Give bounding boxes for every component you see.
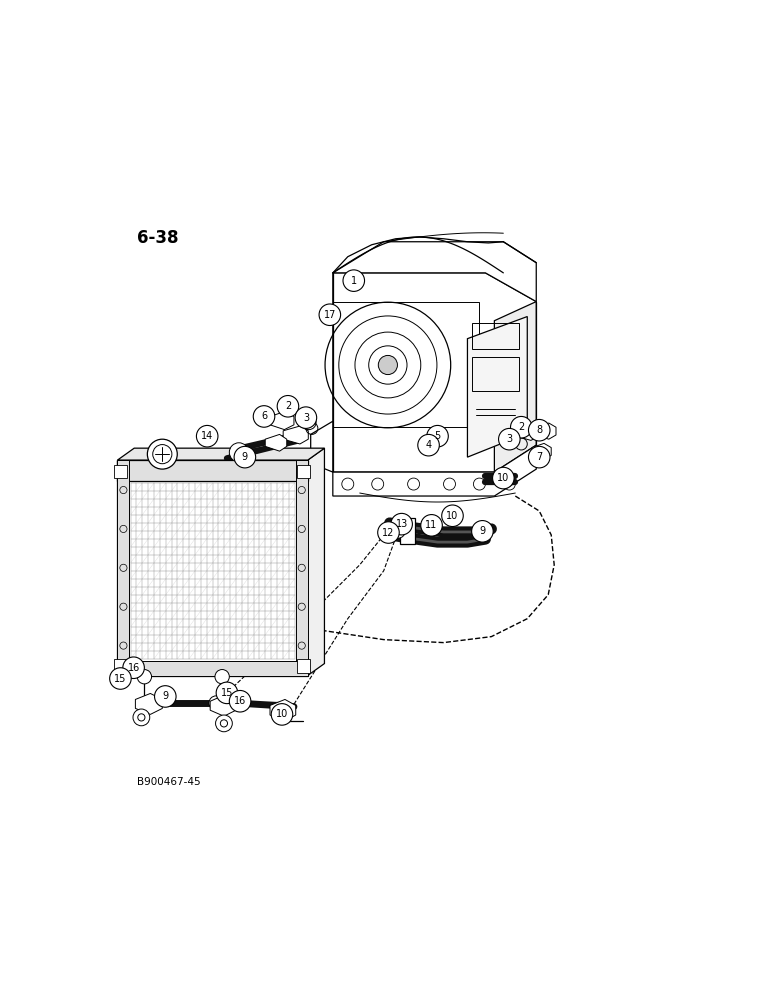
Circle shape — [472, 521, 493, 542]
Circle shape — [229, 443, 249, 462]
Circle shape — [253, 406, 275, 427]
Text: 5: 5 — [435, 431, 441, 441]
Circle shape — [391, 524, 405, 538]
Polygon shape — [401, 518, 415, 544]
Polygon shape — [210, 695, 236, 716]
Circle shape — [418, 434, 439, 456]
Polygon shape — [117, 460, 308, 481]
Text: 9: 9 — [162, 691, 168, 701]
Polygon shape — [468, 317, 527, 457]
Circle shape — [147, 439, 178, 469]
Text: 10: 10 — [446, 511, 459, 521]
Polygon shape — [135, 693, 162, 714]
Text: 2: 2 — [518, 422, 524, 432]
Text: 12: 12 — [382, 528, 394, 538]
Polygon shape — [270, 699, 296, 721]
Circle shape — [427, 425, 449, 447]
Text: 10: 10 — [276, 709, 288, 719]
Circle shape — [123, 657, 144, 679]
Polygon shape — [494, 302, 537, 472]
Text: 7: 7 — [536, 452, 543, 462]
Polygon shape — [266, 434, 286, 451]
Polygon shape — [297, 659, 310, 673]
Polygon shape — [310, 421, 333, 472]
Circle shape — [196, 425, 218, 447]
Polygon shape — [297, 465, 310, 478]
Polygon shape — [117, 448, 324, 460]
Circle shape — [110, 668, 131, 689]
Circle shape — [215, 715, 232, 732]
Circle shape — [271, 704, 293, 725]
Text: 14: 14 — [201, 431, 213, 441]
Circle shape — [421, 515, 442, 536]
Circle shape — [391, 513, 412, 535]
Polygon shape — [333, 273, 537, 472]
Text: 6-38: 6-38 — [137, 229, 178, 247]
Polygon shape — [532, 443, 551, 460]
Circle shape — [499, 428, 520, 450]
Circle shape — [295, 407, 317, 428]
Text: 8: 8 — [537, 425, 542, 435]
Circle shape — [153, 445, 172, 464]
Text: B900467-45: B900467-45 — [137, 777, 201, 787]
Circle shape — [529, 446, 550, 468]
Polygon shape — [113, 465, 127, 478]
Text: 9: 9 — [242, 452, 248, 462]
Circle shape — [229, 690, 251, 712]
Circle shape — [343, 270, 364, 291]
Text: 3: 3 — [506, 434, 513, 444]
Circle shape — [493, 467, 514, 489]
Circle shape — [234, 446, 256, 468]
Text: 9: 9 — [479, 526, 486, 536]
Text: 16: 16 — [127, 663, 140, 673]
Circle shape — [305, 419, 313, 426]
Circle shape — [154, 686, 176, 707]
Polygon shape — [308, 448, 324, 676]
Text: 6: 6 — [261, 411, 267, 421]
Circle shape — [442, 505, 463, 527]
Circle shape — [137, 670, 151, 684]
Circle shape — [319, 304, 340, 326]
Polygon shape — [283, 426, 308, 444]
Text: 11: 11 — [425, 520, 438, 530]
Polygon shape — [538, 423, 556, 439]
Circle shape — [209, 696, 223, 710]
Text: 16: 16 — [234, 696, 246, 706]
Polygon shape — [270, 412, 294, 430]
Polygon shape — [518, 424, 539, 440]
Text: 4: 4 — [425, 440, 432, 450]
Text: 3: 3 — [303, 413, 309, 423]
Circle shape — [378, 522, 399, 543]
Circle shape — [529, 419, 550, 441]
Text: 2: 2 — [285, 401, 291, 411]
Polygon shape — [117, 661, 308, 676]
Circle shape — [510, 416, 532, 438]
Circle shape — [216, 682, 238, 704]
Polygon shape — [296, 460, 308, 676]
Text: 13: 13 — [395, 519, 408, 529]
Text: 15: 15 — [221, 688, 233, 698]
Polygon shape — [117, 460, 130, 676]
Text: 15: 15 — [114, 674, 127, 684]
Circle shape — [277, 396, 299, 417]
Circle shape — [133, 709, 150, 726]
Polygon shape — [333, 445, 537, 496]
Circle shape — [378, 355, 398, 375]
Polygon shape — [117, 460, 308, 676]
Polygon shape — [113, 659, 127, 673]
Text: 10: 10 — [497, 473, 510, 483]
Text: 17: 17 — [323, 310, 336, 320]
Text: 1: 1 — [350, 276, 357, 286]
Circle shape — [215, 670, 229, 684]
Polygon shape — [333, 242, 537, 302]
